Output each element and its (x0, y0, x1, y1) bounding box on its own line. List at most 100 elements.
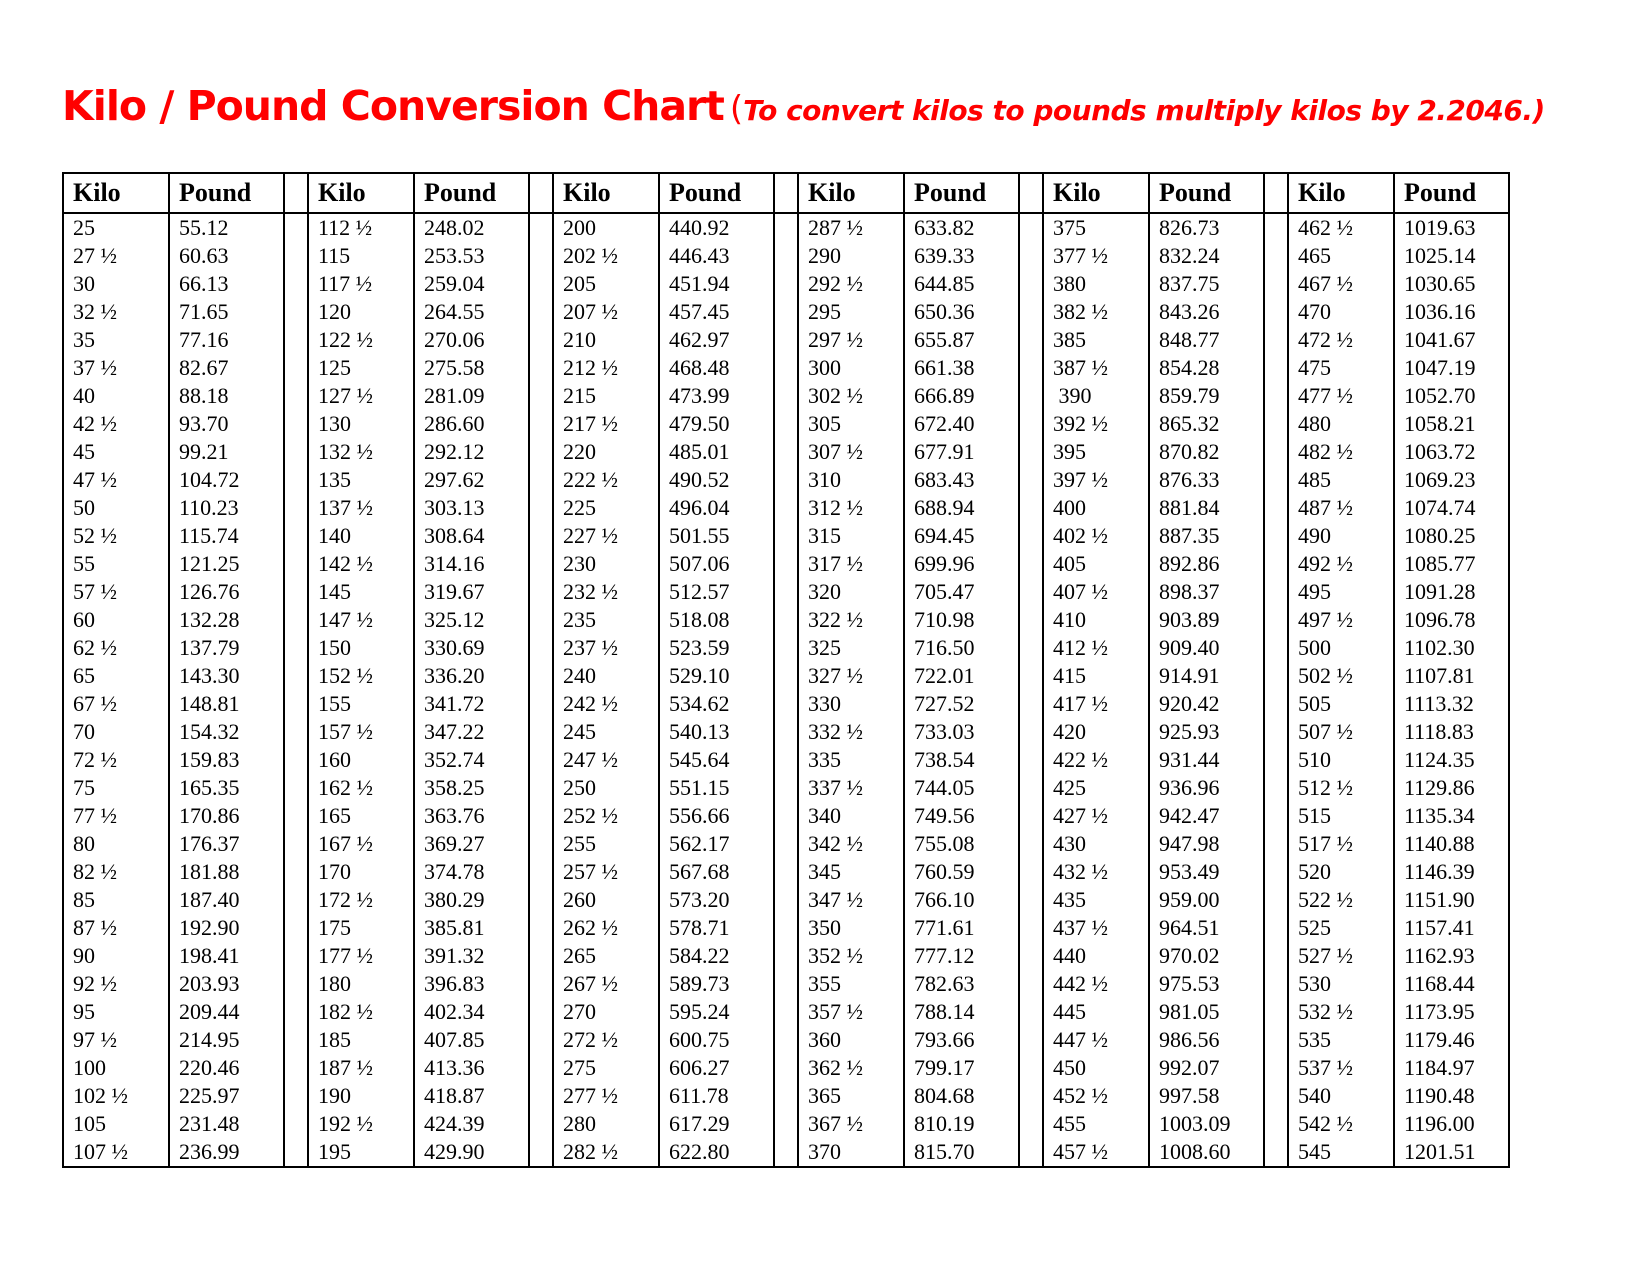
pound-cell: 832.24 (1148, 242, 1265, 270)
kilo-cell: 470 (1287, 298, 1395, 326)
gap-cell (283, 242, 309, 270)
pound-cell: 1196.00 (1393, 1110, 1510, 1138)
kilo-cell: 220 (552, 438, 660, 466)
pound-cell: 1168.44 (1393, 970, 1510, 998)
pound-cell: 358.25 (413, 774, 530, 802)
pound-cell: 402.34 (413, 998, 530, 1026)
pound-cell: 881.84 (1148, 494, 1265, 522)
table-row: 47 ½ 104.72 135 297.62 222 ½ 490.52 310 683.43 3… (62, 466, 1510, 494)
gap-cell (528, 1082, 554, 1110)
kilo-cell: 315 (797, 522, 905, 550)
kilo-cell: 435 (1042, 886, 1150, 914)
pound-cell: 793.66 (903, 1026, 1020, 1054)
kilo-cell: 302 ½ (797, 382, 905, 410)
kilo-cell: 280 (552, 1110, 660, 1138)
gap-cell (1263, 802, 1289, 830)
kilo-cell: 100 (62, 1054, 170, 1082)
gap-cell (528, 606, 554, 634)
gap-cell (283, 802, 309, 830)
gap-cell (528, 718, 554, 746)
pound-cell: 837.75 (1148, 270, 1265, 298)
kilo-cell: 215 (552, 382, 660, 410)
kilo-cell: 287 ½ (797, 213, 905, 242)
pound-cell: 137.79 (168, 634, 285, 662)
gap-cell (283, 1054, 309, 1082)
gap-cell (528, 886, 554, 914)
pound-cell: 556.66 (658, 802, 775, 830)
pound-cell: 66.13 (168, 270, 285, 298)
kilo-cell: 515 (1287, 802, 1395, 830)
pound-cell: 143.30 (168, 662, 285, 690)
kilo-cell: 322 ½ (797, 606, 905, 634)
kilo-cell: 387 ½ (1042, 354, 1150, 382)
gap-cell (528, 438, 554, 466)
table-row: 30 66.13 117 ½ 259.04 205 451.94 292 ½ 644.85 38… (62, 270, 1510, 298)
kilo-cell: 367 ½ (797, 1110, 905, 1138)
gap-cell (773, 858, 799, 886)
gap-cell (1018, 886, 1044, 914)
gap-cell (283, 466, 309, 494)
gap-cell (283, 550, 309, 578)
gap-cell (773, 382, 799, 410)
pound-cell: 914.91 (1148, 662, 1265, 690)
pound-cell: 176.37 (168, 830, 285, 858)
kilo-cell: 165 (307, 802, 415, 830)
gap-cell (283, 1026, 309, 1054)
gap-cell (528, 1054, 554, 1082)
pound-cell: 1124.35 (1393, 746, 1510, 774)
gap-cell (528, 494, 554, 522)
gap-cell (528, 213, 554, 242)
kilo-cell: 55 (62, 550, 170, 578)
gap-cell (528, 662, 554, 690)
pound-cell: 275.58 (413, 354, 530, 382)
kilo-cell: 195 (307, 1138, 415, 1168)
pound-cell: 859.79 (1148, 382, 1265, 410)
kilo-cell: 370 (797, 1138, 905, 1168)
pound-cell: 341.72 (413, 690, 530, 718)
kilo-cell: 150 (307, 634, 415, 662)
gap-cell (1018, 606, 1044, 634)
table-row: 27 ½ 60.63 115 253.53 202 ½ 446.43 290 639.33 37… (62, 242, 1510, 270)
kilo-cell: 335 (797, 746, 905, 774)
pound-cell: 799.17 (903, 1054, 1020, 1082)
header-gap-cell (1263, 172, 1289, 214)
kilo-header: Kilo (552, 172, 660, 214)
gap-cell (1263, 578, 1289, 606)
pound-cell: 633.82 (903, 213, 1020, 242)
gap-cell (283, 998, 309, 1026)
kilo-cell: 437 ½ (1042, 914, 1150, 942)
gap-cell (528, 1026, 554, 1054)
gap-cell (773, 914, 799, 942)
gap-cell (773, 1082, 799, 1110)
gap-cell (1263, 354, 1289, 382)
pound-cell: 121.25 (168, 550, 285, 578)
gap-cell (1263, 634, 1289, 662)
kilo-cell: 162 ½ (307, 774, 415, 802)
pound-cell: 518.08 (658, 606, 775, 634)
pound-cell: 959.00 (1148, 886, 1265, 914)
kilo-cell: 180 (307, 970, 415, 998)
pound-cell: 55.12 (168, 213, 285, 242)
kilo-cell: 77 ½ (62, 802, 170, 830)
gap-cell (1018, 213, 1044, 242)
kilo-cell: 330 (797, 690, 905, 718)
pound-cell: 788.14 (903, 998, 1020, 1026)
kilo-cell: 442 ½ (1042, 970, 1150, 998)
gap-cell (283, 970, 309, 998)
kilo-cell: 105 (62, 1110, 170, 1138)
kilo-cell: 357 ½ (797, 998, 905, 1026)
pound-cell: 600.75 (658, 1026, 775, 1054)
pound-cell: 733.03 (903, 718, 1020, 746)
gap-cell (1018, 550, 1044, 578)
gap-cell (773, 690, 799, 718)
gap-cell (773, 1110, 799, 1138)
pound-cell: 953.49 (1148, 858, 1265, 886)
gap-cell (528, 774, 554, 802)
kilo-cell: 202 ½ (552, 242, 660, 270)
kilo-cell: 275 (552, 1054, 660, 1082)
pound-cell: 595.24 (658, 998, 775, 1026)
pound-cell: 446.43 (658, 242, 775, 270)
gap-cell (1018, 998, 1044, 1026)
table-row: 45 99.21 132 ½ 292.12 220 485.01 307 ½ 677.91 39… (62, 438, 1510, 466)
gap-cell (1018, 270, 1044, 298)
